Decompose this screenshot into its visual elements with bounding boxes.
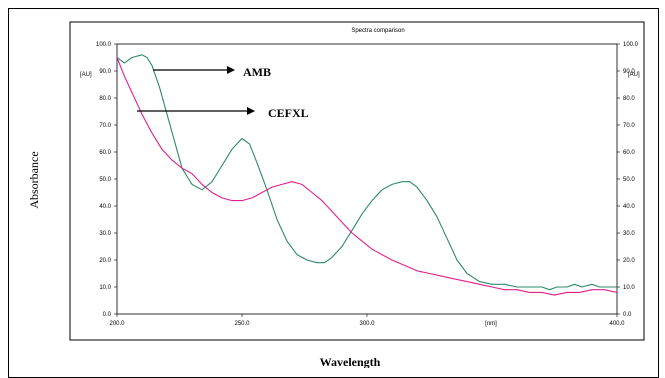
y-tick-label-right: 0.0 [623,312,632,318]
y-tick-label-right: 80.0 [623,96,635,102]
chart-box [69,21,645,341]
y-tick-label-left: 80.0 [99,96,111,102]
y-axis-title: Absorbance [27,151,41,208]
y-tick-label-right: 20.0 [623,258,635,264]
y-tick-label-left: 70.0 [99,123,111,129]
annotation-label-cefxl: CEFXL [268,106,309,120]
y-tick-label-right: 40.0 [623,204,635,210]
annotation-label-amb: AMB [243,65,271,79]
y-unit-label-left: [AU] [80,72,92,78]
x-axis-title: Wavelength [320,355,381,368]
y-tick-label-left: 40.0 [99,204,111,210]
y-tick-label-left: 100.0 [96,42,112,48]
spectra-chart: Spectra comparison [AU] [AU] [nm] Absorb… [27,21,645,368]
y-unit-label-right: [AU] [628,72,640,78]
y-tick-label-right: 10.0 [623,285,635,291]
series-line-cefxl [116,57,618,296]
y-tick-label-right: 90.0 [623,69,635,75]
y-tick-label-right: 70.0 [623,123,635,129]
x-unit-label: [nm] [485,321,497,327]
y-tick-label-left: 60.0 [99,150,111,156]
y-tick-label-right: 60.0 [623,150,635,156]
x-tick-label: 300.0 [359,321,375,327]
y-tick-label-left: 10.0 [99,285,111,291]
y-tick-label-left: 90.0 [99,69,111,75]
y-tick-label-left: 30.0 [99,231,111,237]
x-tick-label: 200.0 [109,321,125,327]
y-tick-label-left: 50.0 [99,177,111,183]
y-tick-label-left: 0.0 [103,312,112,318]
y-tick-label-right: 30.0 [623,231,635,237]
chart-title: Spectra comparison [351,28,404,34]
x-tick-label: 400.0 [609,321,625,327]
x-tick-label: 250.0 [234,321,250,327]
y-tick-label-right: 50.0 [623,177,635,183]
y-tick-label-left: 20.0 [99,258,111,264]
y-tick-label-right: 100.0 [623,42,639,48]
